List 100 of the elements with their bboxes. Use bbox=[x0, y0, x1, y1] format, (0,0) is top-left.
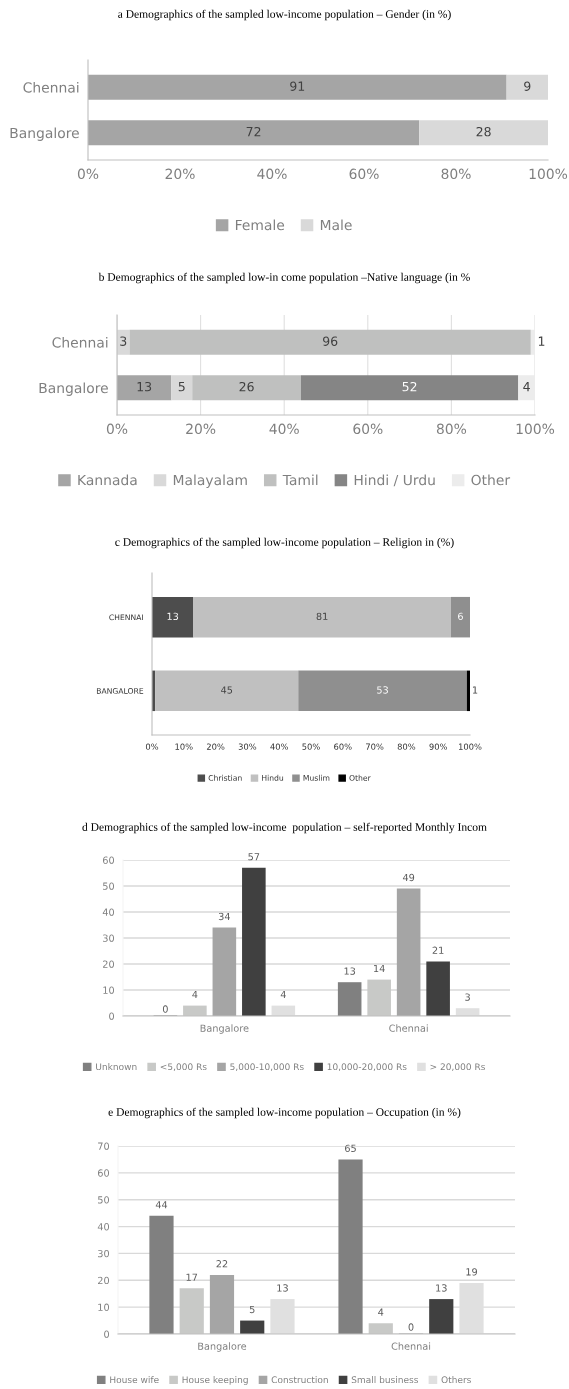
y-tick-label: 0 bbox=[109, 1012, 115, 1020]
x-tick-label: 0% bbox=[106, 423, 128, 435]
x-tick-label: 10% bbox=[175, 743, 193, 750]
x-tick-label: 100% bbox=[459, 743, 482, 750]
x-tick-label: 60% bbox=[349, 168, 379, 180]
data-label: 1 bbox=[472, 686, 478, 694]
x-tick-label: 40% bbox=[270, 743, 288, 750]
x-tick-label: 20% bbox=[186, 423, 216, 435]
legend-label: Female bbox=[235, 219, 285, 231]
data-label: 52 bbox=[402, 381, 417, 392]
legend-label: 10,000-20,000 Rs bbox=[327, 1063, 407, 1072]
data-label: 65 bbox=[345, 1144, 356, 1152]
data-label: 22 bbox=[216, 1260, 228, 1268]
y-tick-label: 40 bbox=[102, 908, 115, 916]
data-label: 28 bbox=[476, 126, 491, 137]
data-label: 13 bbox=[137, 381, 152, 392]
legend-label: Other bbox=[471, 474, 511, 486]
x-tick-label: 0% bbox=[77, 168, 99, 180]
data-label: 4 bbox=[523, 382, 530, 392]
legend-label: Hindi / Urdu bbox=[354, 474, 435, 487]
legend-label: 5,000-10,000 Rs bbox=[230, 1063, 304, 1072]
data-label: 5 bbox=[249, 1305, 255, 1314]
data-label: 34 bbox=[218, 912, 230, 921]
x-tick-label: 30% bbox=[238, 743, 257, 750]
legend-label: <5,000 Rs bbox=[160, 1063, 207, 1072]
data-label: 3 bbox=[465, 993, 470, 1001]
chart-title: d Demographics of the sampled low-income population – self-reported Monthly Incom bbox=[82, 822, 487, 834]
data-label: 26 bbox=[239, 381, 254, 392]
x-tick-label: 100% bbox=[516, 423, 555, 435]
y-tick-label: 20 bbox=[103, 960, 115, 968]
data-label: 91 bbox=[290, 81, 305, 91]
data-label: 4 bbox=[280, 990, 286, 999]
legend-label: > 20,000 Rs bbox=[430, 1063, 485, 1072]
legend-label: Small business bbox=[351, 1376, 419, 1384]
y-tick-label: Bangalore bbox=[39, 382, 108, 396]
data-label: 13 bbox=[436, 1284, 447, 1292]
x-tick-label: 20% bbox=[165, 168, 195, 180]
data-label: 53 bbox=[377, 686, 388, 694]
data-label: 19 bbox=[466, 1268, 478, 1276]
x-tick-label: 60% bbox=[353, 423, 383, 435]
legend-label: Unknown bbox=[96, 1063, 137, 1071]
y-tick-label: 30 bbox=[98, 1249, 110, 1258]
legend-label: Tamil bbox=[282, 474, 318, 486]
data-label: 72 bbox=[246, 126, 261, 137]
x-tick-label: 40% bbox=[257, 168, 287, 180]
data-label: 49 bbox=[402, 873, 415, 882]
data-label: 3 bbox=[120, 336, 127, 346]
y-tick-label: 30 bbox=[103, 934, 115, 942]
legend-label: House wife bbox=[110, 1376, 159, 1384]
y-tick-label: 50 bbox=[103, 882, 115, 890]
data-label: 96 bbox=[323, 336, 338, 346]
y-tick-label: 10 bbox=[103, 986, 115, 994]
data-label: 6 bbox=[458, 612, 463, 620]
y-tick-label: 50 bbox=[98, 1196, 110, 1204]
y-tick-label: 40 bbox=[97, 1223, 110, 1231]
x-tick-label: 60% bbox=[334, 743, 352, 750]
data-label: 4 bbox=[192, 990, 198, 999]
x-tick-label: 50% bbox=[302, 743, 320, 750]
data-label: 0 bbox=[162, 1005, 168, 1013]
x-tick-label: 100% bbox=[529, 168, 568, 180]
y-tick-label: 60 bbox=[102, 856, 115, 864]
data-label: 4 bbox=[378, 1308, 384, 1316]
data-label: 9 bbox=[524, 81, 531, 91]
x-tick-label: 0% bbox=[145, 743, 159, 750]
x-tick-label: 80% bbox=[441, 168, 471, 180]
data-label: 0 bbox=[408, 1323, 414, 1331]
chart-title: e Demographics of the sampled low-income population – Occupation (in %) bbox=[108, 1107, 461, 1119]
chart-title: b Demographics of the sampled low-in come population –Native language (in % bbox=[98, 272, 470, 284]
x-tick-label: 90% bbox=[429, 743, 447, 750]
x-tick-label: 70% bbox=[366, 743, 384, 750]
y-tick-label: 70 bbox=[98, 1142, 110, 1150]
x-tick-label: 40% bbox=[269, 423, 299, 435]
chart-title: c Demographics of the sampled low-income population – Religion in (%) bbox=[115, 537, 454, 549]
data-label: 13 bbox=[344, 967, 356, 975]
data-label: 1 bbox=[538, 336, 545, 346]
data-label: 13 bbox=[167, 612, 179, 620]
data-label: 44 bbox=[155, 1201, 168, 1209]
x-tick-label: 20% bbox=[206, 743, 225, 750]
y-tick-label: 0 bbox=[104, 1330, 110, 1338]
data-label: 14 bbox=[374, 964, 385, 973]
y-tick-label: Chennai bbox=[52, 337, 108, 348]
legend-label: Kannada bbox=[78, 474, 137, 486]
data-label: 5 bbox=[178, 382, 185, 392]
legend-label: Others bbox=[441, 1376, 471, 1384]
data-label: 21 bbox=[432, 946, 444, 954]
data-label: 81 bbox=[316, 612, 328, 620]
legend-label: Malayalam bbox=[173, 474, 247, 488]
data-label: 13 bbox=[277, 1284, 288, 1292]
chart-title: a Demographics of the sampled low-income population – Gender (in %) bbox=[118, 9, 451, 21]
x-tick-label: 80% bbox=[436, 423, 467, 435]
y-tick-label: 10 bbox=[98, 1303, 110, 1311]
data-label: 45 bbox=[221, 686, 233, 694]
y-tick-label: 60 bbox=[97, 1169, 110, 1177]
legend-label: Construction bbox=[271, 1376, 328, 1384]
x-tick-label: 80% bbox=[397, 743, 416, 750]
data-label: 57 bbox=[248, 853, 260, 861]
legend-label: Male bbox=[320, 219, 352, 231]
legend-label: House keeping bbox=[182, 1376, 248, 1385]
y-tick-label: 20 bbox=[98, 1276, 110, 1285]
data-label: 17 bbox=[186, 1273, 198, 1281]
